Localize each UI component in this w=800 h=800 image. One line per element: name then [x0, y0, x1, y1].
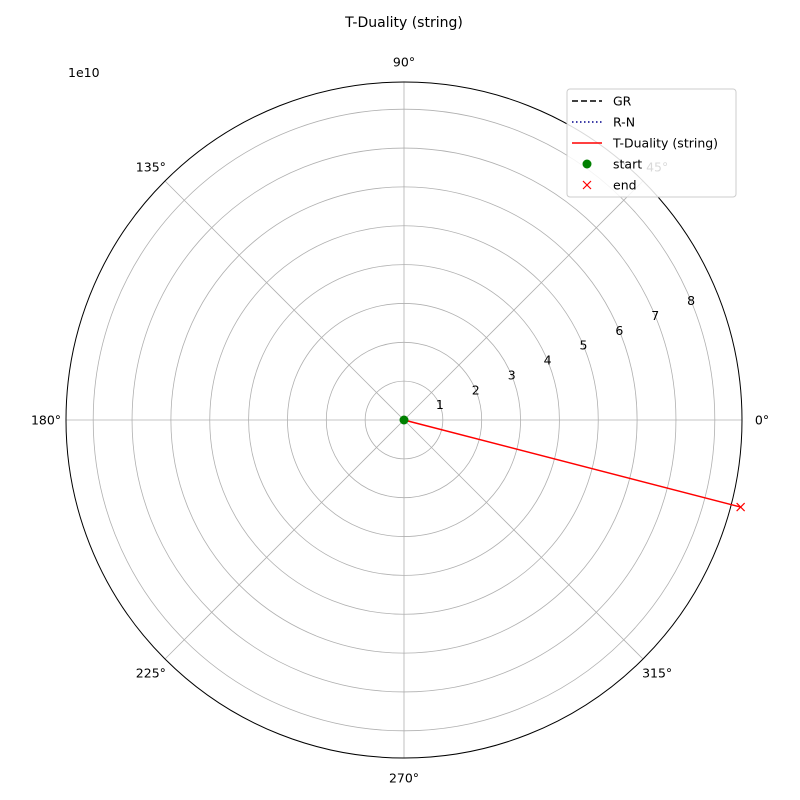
angle-tick-label: 0°: [755, 413, 769, 428]
angle-tick-label: 180°: [31, 413, 61, 428]
radial-tick-label: 3: [508, 367, 516, 382]
radial-tick-label: 1: [436, 397, 444, 412]
angular-gridline-3: [164, 180, 405, 421]
chart-title: T-Duality (string): [344, 15, 463, 31]
angular-gridline-5: [164, 419, 405, 660]
legend-frame: [566, 88, 737, 198]
end-marker: [736, 502, 746, 512]
radial-tick-label: 7: [651, 308, 659, 323]
legend-label: GR: [613, 94, 632, 109]
legend-label: end: [613, 178, 637, 193]
polar-grid: [66, 82, 742, 758]
radial-tick-labels: 1 2 3 4 5 6 7 8: [436, 293, 695, 412]
legend-label: start: [613, 157, 642, 172]
radial-tick-label: 5: [579, 338, 587, 353]
legend-swatch: [582, 159, 592, 169]
legend-item: GR: [572, 94, 632, 109]
series-line-2: [403, 419, 741, 508]
angle-tick-label: 90°: [393, 55, 415, 70]
radial-offset-label: 1e10: [68, 65, 100, 80]
radial-tick-label: 4: [544, 353, 552, 368]
legend-item: end: [582, 178, 637, 193]
legend: GR R-N T-Duality (string) start end: [566, 88, 737, 198]
legend-swatch: [582, 180, 592, 190]
legend-item: R-N: [572, 115, 635, 130]
angle-tick-label: 225°: [136, 666, 166, 681]
legend-label: T-Duality (string): [612, 136, 718, 151]
legend-item: T-Duality (string): [572, 136, 718, 151]
angle-tick-label: 270°: [389, 771, 419, 786]
radial-tick-label: 8: [687, 293, 695, 308]
angle-tick-label: 315°: [642, 666, 672, 681]
legend-label: R-N: [613, 115, 635, 130]
angular-gridline-1: [403, 180, 644, 421]
angular-gridline-7: [403, 419, 644, 660]
polar-frame: [65, 81, 743, 759]
angle-tick-label: 135°: [136, 159, 166, 174]
radial-tick-label: 6: [615, 323, 623, 338]
start-marker: [399, 415, 409, 425]
radial-tick-label: 2: [472, 382, 480, 397]
legend-item: start: [582, 157, 642, 172]
plot-series: [399, 415, 746, 512]
